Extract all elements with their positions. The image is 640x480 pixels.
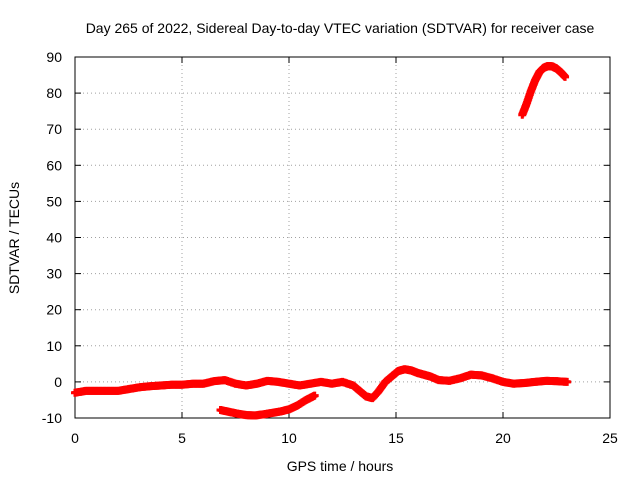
data-point [310,391,319,400]
x-axis-label: GPS time / hours [287,458,394,474]
y-tick-label: 0 [54,374,62,390]
data-point [563,377,572,386]
x-tick-label: 10 [281,430,297,446]
x-tick-label: 20 [495,430,511,446]
y-tick-label: 20 [46,302,62,318]
x-tick-labels: 0 5 10 15 20 25 [71,430,618,446]
chart-title: Day 265 of 2022, Sidereal Day-to-day VTE… [86,20,595,36]
x-tick-label: 15 [388,430,404,446]
y-tick-label: 60 [46,157,62,173]
x-tick-label: 5 [178,430,186,446]
y-axis-label: SDTVAR / TECUs [6,182,22,294]
x-tick-label: 25 [602,430,618,446]
y-tick-label: 80 [46,85,62,101]
y-tick-label: 30 [46,266,62,282]
series-track-3 [518,62,570,119]
axis-ticks [74,56,611,419]
y-tick-label: -10 [42,410,62,426]
data-point [561,72,570,81]
grid-lines [75,57,610,418]
data-series [71,62,572,420]
y-tick-labels: -10 0 10 20 30 40 50 60 70 80 90 [42,49,62,426]
x-tick-label: 0 [71,430,79,446]
y-tick-label: 70 [46,121,62,137]
y-tick-label: 40 [46,230,62,246]
series-track-2 [216,391,319,420]
series-track-1 [71,365,572,403]
y-tick-label: 10 [46,338,62,354]
y-tick-label: 90 [46,49,62,65]
y-tick-label: 50 [46,193,62,209]
